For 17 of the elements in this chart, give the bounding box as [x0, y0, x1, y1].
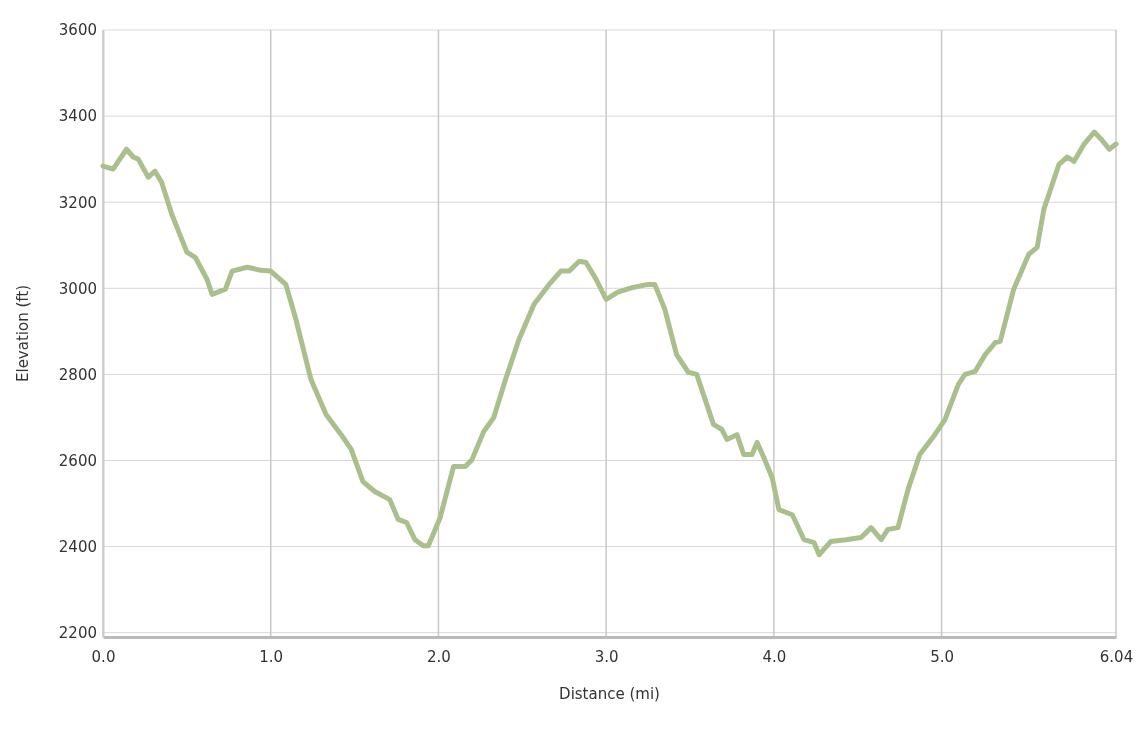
x-tick-label: 6.04	[1099, 647, 1134, 666]
x-tick-label: 2.0	[427, 647, 451, 666]
x-axis-title: Distance (mi)	[559, 685, 660, 703]
y-tick-label: 3200	[58, 193, 97, 212]
y-tick-label: 3400	[58, 107, 97, 126]
x-tick-label: 0.0	[91, 647, 116, 666]
y-tick-label: 3000	[58, 279, 97, 298]
y-tick-label: 2200	[58, 623, 97, 642]
x-tick-label: 5.0	[930, 647, 955, 666]
x-tick-label: 1.0	[259, 647, 284, 666]
y-axis-title: Elevation (ft)	[14, 284, 32, 383]
x-tick-label: 4.0	[762, 647, 787, 666]
y-tick-label: 2600	[58, 451, 97, 470]
y-tick-label: 2800	[58, 365, 97, 384]
y-tick-label: 3600	[58, 21, 97, 40]
x-tick-label: 3.0	[594, 647, 619, 666]
y-tick-label: 2400	[58, 537, 97, 556]
